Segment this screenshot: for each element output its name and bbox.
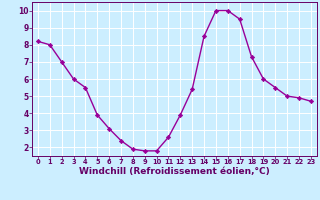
X-axis label: Windchill (Refroidissement éolien,°C): Windchill (Refroidissement éolien,°C) <box>79 167 270 176</box>
